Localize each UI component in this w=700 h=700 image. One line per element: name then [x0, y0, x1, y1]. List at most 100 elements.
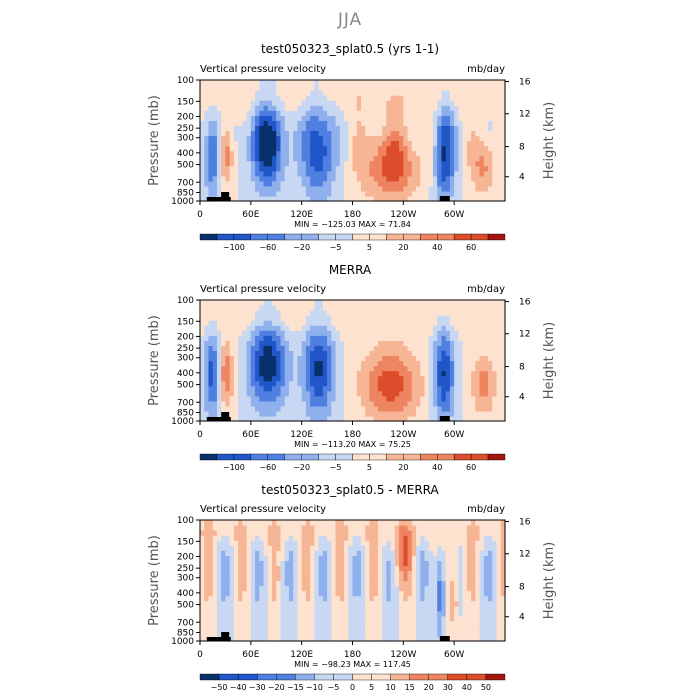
heatmap-cell [377, 610, 383, 617]
heatmap-cell [335, 340, 341, 346]
heatmap-cell [386, 310, 392, 316]
heatmap-cell [276, 80, 282, 86]
heatmap-cell [229, 560, 235, 566]
heatmap-cell [394, 150, 400, 157]
heatmap-cell [365, 385, 371, 392]
heatmap-cell [322, 615, 328, 622]
heatmap-cell [263, 590, 269, 597]
heatmap-cell [428, 370, 434, 377]
heatmap-cell [310, 80, 315, 86]
heatmap-cell [293, 335, 299, 341]
heatmap-cell [327, 545, 332, 551]
heatmap-cell [246, 345, 252, 352]
heatmap-cell [229, 635, 235, 642]
heatmap-cell [471, 140, 476, 147]
heatmap-cell [488, 180, 493, 187]
colorbar-box [199, 233, 218, 241]
heatmap-cell [437, 155, 443, 162]
heatmap-cell [212, 525, 218, 531]
heatmap-cell [483, 390, 489, 397]
heatmap-cell [212, 380, 218, 387]
heatmap-cell [284, 620, 290, 627]
heatmap-cell [221, 600, 227, 607]
heatmap-cell [221, 80, 227, 86]
heatmap-cell [344, 90, 349, 96]
heatmap-cell [335, 100, 341, 106]
heatmap-cell [335, 410, 341, 417]
heatmap-cell [424, 165, 430, 172]
heatmap-cell [437, 585, 443, 592]
heatmap-cell [229, 355, 235, 362]
heatmap-cell [318, 400, 324, 407]
heatmap-cell [208, 120, 214, 126]
heatmap-cell [348, 385, 354, 392]
heatmap-cell [437, 335, 443, 341]
heatmap-cell [200, 110, 205, 116]
heatmap-cell [318, 300, 324, 306]
heatmap-cell [339, 545, 345, 551]
heatmap-cell [331, 165, 337, 172]
heatmap-cell [373, 170, 379, 177]
heatmap-cell [310, 400, 315, 407]
heatmap-cell [259, 360, 265, 367]
heatmap-cell [229, 530, 235, 536]
heatmap-cell [471, 390, 476, 397]
heatmap-cell [288, 555, 294, 561]
heatmap-cell [297, 95, 303, 101]
heatmap-cell [272, 555, 277, 561]
heatmap-cell [432, 560, 438, 566]
colorbar-label: 40 [432, 243, 442, 252]
heatmap-cell [399, 570, 404, 577]
heatmap-cell [284, 85, 290, 91]
heatmap-cell [348, 305, 354, 311]
heatmap-cell [284, 385, 290, 392]
heatmap-cell [327, 555, 332, 561]
heatmap-cell [369, 160, 375, 167]
heatmap-cell [500, 135, 506, 142]
heatmap-cell [263, 410, 269, 417]
heatmap-cell [462, 150, 468, 157]
heatmap-cell [242, 115, 248, 121]
heatmap-cell [259, 115, 265, 121]
heatmap-cell [242, 575, 248, 582]
heatmap-cell [382, 140, 387, 147]
heatmap-cell [242, 360, 248, 367]
heatmap-cell [369, 415, 375, 422]
heatmap-cell [327, 600, 332, 607]
heatmap-cell [449, 320, 455, 326]
heatmap-cell [360, 335, 366, 341]
heatmap-cell [331, 195, 337, 202]
heatmap-cell [327, 85, 332, 91]
heatmap-cell [288, 165, 294, 172]
heatmap-cell [437, 570, 443, 577]
heatmap-cell [301, 145, 307, 152]
heatmap-cell [339, 125, 345, 132]
heatmap-cell [293, 115, 299, 121]
heatmap-cell [212, 610, 218, 617]
heatmap-cell [221, 390, 227, 397]
heatmap-cell [344, 345, 349, 352]
heatmap-cell [288, 85, 294, 91]
heatmap-cell [259, 535, 265, 541]
heatmap-cell [200, 395, 205, 402]
heatmap-cell [411, 155, 417, 162]
heatmap-cell [272, 95, 277, 101]
heatmap-cell [390, 365, 396, 372]
heatmap-cell [259, 120, 265, 126]
heatmap-cell [284, 535, 290, 541]
heatmap-cell [382, 540, 387, 546]
heatmap-cell [331, 415, 337, 422]
heatmap-cell [225, 180, 231, 187]
heatmap-cell [420, 345, 426, 352]
heatmap-cell [377, 540, 383, 546]
heatmap-cell [360, 345, 366, 352]
heatmap-cell [356, 175, 362, 182]
heatmap-cell [284, 545, 290, 551]
heatmap-cell [216, 610, 222, 617]
heatmap-cell [432, 345, 438, 352]
heatmap-cell [221, 330, 227, 336]
heatmap-cell [458, 335, 464, 341]
heatmap-cell [488, 365, 493, 372]
heatmap-cell [356, 615, 362, 622]
heatmap-cell [216, 120, 222, 126]
